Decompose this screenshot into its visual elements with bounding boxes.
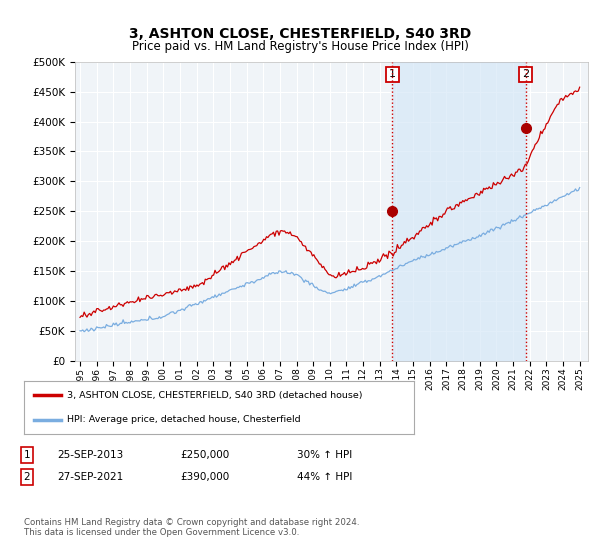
Text: 3, ASHTON CLOSE, CHESTERFIELD, S40 3RD: 3, ASHTON CLOSE, CHESTERFIELD, S40 3RD bbox=[129, 27, 471, 41]
Text: 30% ↑ HPI: 30% ↑ HPI bbox=[297, 450, 352, 460]
Text: £250,000: £250,000 bbox=[180, 450, 229, 460]
Text: Contains HM Land Registry data © Crown copyright and database right 2024.
This d: Contains HM Land Registry data © Crown c… bbox=[24, 518, 359, 538]
Text: 2: 2 bbox=[522, 69, 529, 80]
Text: 2: 2 bbox=[23, 472, 31, 482]
Text: 1: 1 bbox=[23, 450, 31, 460]
Text: 3, ASHTON CLOSE, CHESTERFIELD, S40 3RD (detached house): 3, ASHTON CLOSE, CHESTERFIELD, S40 3RD (… bbox=[67, 391, 362, 400]
Text: 25-SEP-2013: 25-SEP-2013 bbox=[57, 450, 123, 460]
Text: 44% ↑ HPI: 44% ↑ HPI bbox=[297, 472, 352, 482]
Text: 1: 1 bbox=[389, 69, 396, 80]
Text: 27-SEP-2021: 27-SEP-2021 bbox=[57, 472, 123, 482]
Text: HPI: Average price, detached house, Chesterfield: HPI: Average price, detached house, Ches… bbox=[67, 415, 301, 424]
Text: Price paid vs. HM Land Registry's House Price Index (HPI): Price paid vs. HM Land Registry's House … bbox=[131, 40, 469, 53]
Text: £390,000: £390,000 bbox=[180, 472, 229, 482]
